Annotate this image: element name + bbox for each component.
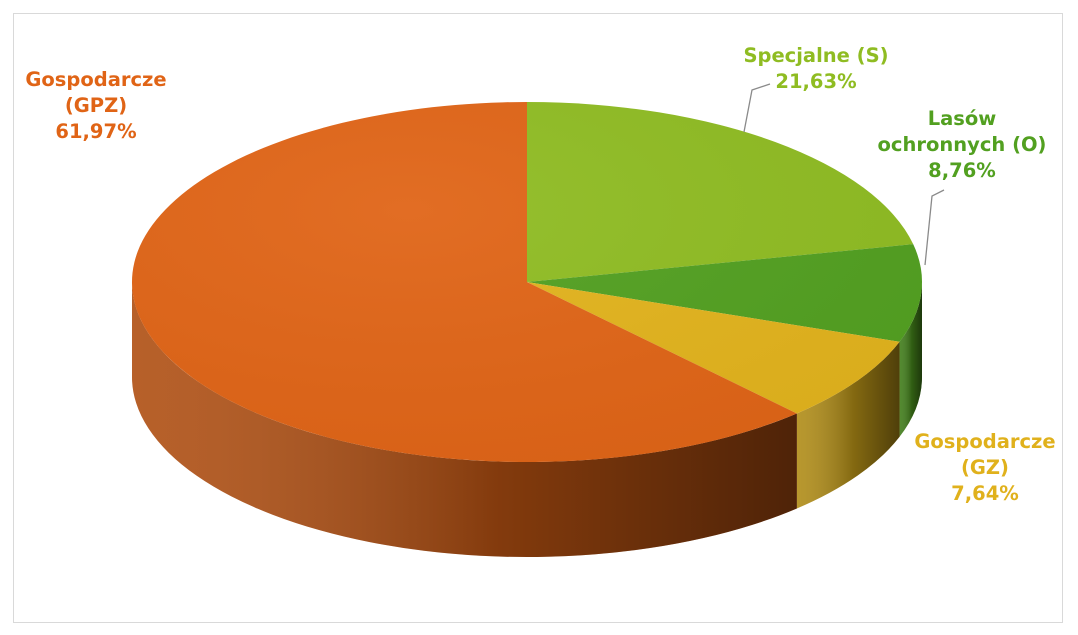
pie-sides <box>132 282 922 557</box>
slice-name-line-1-1: ochronnych (O) <box>878 133 1047 156</box>
slice-label-3: Gospodarcze (GPZ) 61,97% <box>25 68 166 143</box>
leader-line-0 <box>743 83 771 133</box>
slice-name-line-3-1: (GPZ) <box>65 94 127 117</box>
pie-side-shade-2 <box>796 341 900 509</box>
slice-name-line-1-0: Lasów <box>928 107 997 130</box>
pie-side-shade-3 <box>132 282 797 557</box>
slice-label-0: Specjalne (S) 21,63% <box>743 44 888 93</box>
slice-value-1: 8,76% <box>928 159 996 182</box>
slice-label-2: Gospodarcze (GZ) 7,64% <box>914 430 1055 505</box>
slice-label-1: Lasów ochronnych (O) 8,76% <box>878 107 1047 182</box>
slice-value-0: 21,63% <box>775 70 856 93</box>
slice-name-line-3-0: Gospodarcze <box>25 68 166 91</box>
leader-lines <box>743 83 945 266</box>
pie-top-shade <box>132 102 922 462</box>
slice-name-line-2-1: (GZ) <box>961 456 1009 479</box>
slice-name-line-2-0: Gospodarcze <box>914 430 1055 453</box>
slice-name-line-0-0: Specjalne (S) <box>743 44 888 67</box>
leader-line-1 <box>924 189 945 266</box>
pie-side-shade-1 <box>899 282 922 437</box>
slice-labels: Specjalne (S) 21,63% Lasów ochronnych (O) 8,… <box>25 44 1055 505</box>
slice-value-2: 7,64% <box>951 482 1019 505</box>
slice-value-3: 61,97% <box>55 120 136 143</box>
pie-tops <box>131 102 922 462</box>
